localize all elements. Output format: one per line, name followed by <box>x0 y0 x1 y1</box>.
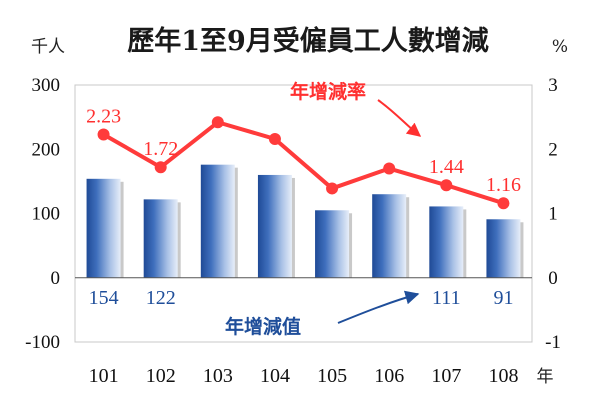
legend-bar-arrow <box>337 290 420 324</box>
rate-point <box>497 197 510 210</box>
left-tick-label: 200 <box>32 139 61 160</box>
bar <box>200 164 235 278</box>
bar-value-label: 122 <box>146 287 176 309</box>
bar <box>257 174 292 278</box>
bar-value-label: 154 <box>89 287 119 309</box>
right-tick-label: 2 <box>548 139 558 160</box>
left-axis: -100 0 100 200 300 <box>25 75 60 353</box>
x-axis-unit: 年 <box>537 367 554 387</box>
right-tick-label: 3 <box>548 75 558 96</box>
bar <box>486 219 521 278</box>
rate-point <box>326 182 339 195</box>
x-axis: 101 102 103 104 105 106 107 108 <box>89 365 519 387</box>
legend-bar-label: 年增減值 <box>225 315 301 338</box>
rate-value-label: 2.23 <box>86 105 121 127</box>
plot-frame <box>74 84 533 343</box>
rate-point <box>211 116 224 129</box>
rate-point <box>154 161 167 174</box>
x-tick-label: 105 <box>317 365 347 387</box>
rate-point <box>440 179 453 192</box>
right-tick-label: 0 <box>548 268 558 289</box>
right-tick-label: 1 <box>548 204 558 225</box>
x-tick-label: 106 <box>374 365 404 387</box>
bar <box>86 178 121 278</box>
legend-rate-arrow <box>377 99 422 137</box>
x-tick-label: 103 <box>203 365 233 387</box>
left-tick-label: 0 <box>51 268 61 289</box>
rate-value-label: 1.16 <box>486 174 521 196</box>
bar <box>372 194 407 278</box>
x-tick-label: 102 <box>146 365 176 387</box>
x-tick-label: 108 <box>488 365 518 387</box>
bar-value-label: 91 <box>493 287 513 309</box>
legend-rate-label: 年增減率 <box>290 80 366 103</box>
bar <box>143 199 178 278</box>
right-axis: -1 0 1 2 3 <box>545 75 561 353</box>
rate-value-label: 1.44 <box>429 156 464 178</box>
rate-point <box>268 132 281 145</box>
rate-point <box>383 162 396 175</box>
left-tick-label: -100 <box>25 332 60 353</box>
bar <box>315 210 350 278</box>
right-axis-unit: % <box>552 37 568 57</box>
x-tick-label: 107 <box>431 365 461 387</box>
right-tick-label: -1 <box>545 332 561 353</box>
left-axis-unit: 千人 <box>31 37 65 57</box>
rate-line <box>102 120 505 206</box>
line-series: 2.23 1.72 1.44 1.16 <box>86 105 521 210</box>
chart-title: 歷年1至9月受僱員工人數增減 <box>127 25 489 57</box>
left-tick-label: 100 <box>32 204 61 225</box>
x-tick-label: 104 <box>260 365 290 387</box>
bar-series: 154 122 111 91 <box>86 164 524 309</box>
x-tick-label: 101 <box>89 365 119 387</box>
bar-value-label: 111 <box>432 287 461 309</box>
rate-value-label: 1.72 <box>143 138 178 160</box>
bar <box>429 206 464 278</box>
rate-point <box>97 128 110 141</box>
left-tick-label: 300 <box>32 75 61 96</box>
